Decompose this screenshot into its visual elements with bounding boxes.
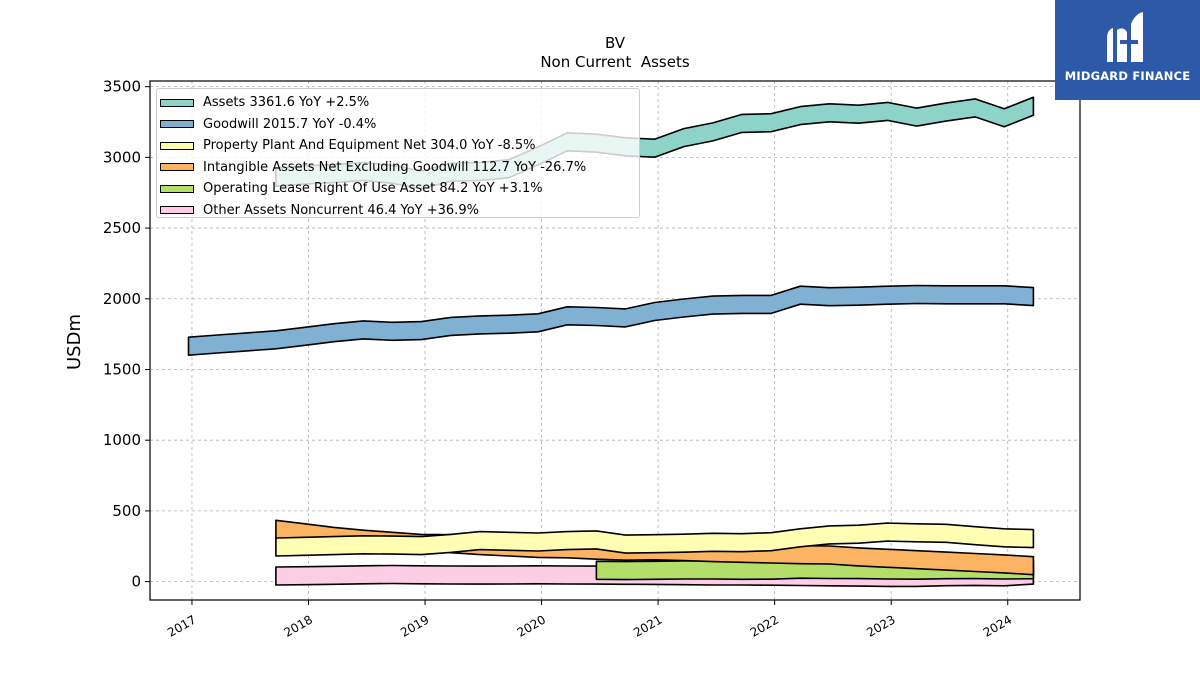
legend-label: Other Assets Noncurrent 46.4 YoY +36.9%	[203, 202, 479, 218]
legend-label: Assets 3361.6 YoY +2.5%	[203, 95, 370, 111]
x-tick-label: 2018	[282, 612, 315, 639]
legend-swatch	[160, 120, 194, 129]
x-tick-label: 2020	[515, 612, 548, 639]
x-tick-label: 2019	[398, 612, 431, 639]
legend-swatch	[160, 184, 194, 193]
y-tick-label: 1500	[103, 360, 141, 378]
legend-item: Property Plant And Equipment Net 304.0 Y…	[157, 135, 639, 157]
x-tick-label: 2021	[631, 612, 664, 639]
legend-swatch	[160, 98, 194, 107]
y-tick-label: 3500	[103, 78, 141, 96]
series-band	[275, 522, 1035, 557]
y-tick-label: 0	[131, 573, 141, 591]
series-band	[187, 284, 1035, 357]
chart-subtitle: Non Current Assets	[540, 53, 690, 71]
plot-frame	[149, 80, 1081, 601]
legend-item: Operating Lease Right Of Use Asset 84.2 …	[157, 178, 639, 200]
y-tick-label: 2000	[103, 290, 141, 308]
legend-swatch	[160, 163, 194, 172]
chart-title: BV	[605, 34, 626, 52]
x-tick-label: 2017	[165, 612, 198, 639]
x-tick-label: 2022	[748, 612, 781, 639]
legend-label: Goodwill 2015.7 YoY -0.4%	[203, 116, 377, 132]
legend-swatch	[160, 141, 194, 150]
x-tick-label: 2023	[864, 612, 897, 639]
legend-label: Property Plant And Equipment Net 304.0 Y…	[203, 138, 536, 154]
midgard-finance-logo: MIDGARD FINANCE	[1055, 0, 1200, 100]
y-tick-label: 500	[112, 502, 141, 520]
y-tick-label: 2500	[103, 219, 141, 237]
legend: Assets 3361.6 YoY +2.5% Goodwill 2015.7 …	[156, 88, 640, 218]
legend-item: Other Assets Noncurrent 46.4 YoY +36.9%	[157, 200, 639, 222]
y-tick-label: 3000	[103, 148, 141, 166]
logo-mark-icon	[1107, 12, 1143, 62]
logo-text: MIDGARD FINANCE	[1064, 69, 1191, 83]
legend-label: Operating Lease Right Of Use Asset 84.2 …	[203, 181, 543, 197]
y-tick-label: 1000	[103, 431, 141, 449]
y-axis-label: USDm	[64, 314, 85, 370]
legend-item: Goodwill 2015.7 YoY -0.4%	[157, 114, 639, 136]
x-tick-label: 2024	[981, 612, 1014, 639]
legend-item: Assets 3361.6 YoY +2.5%	[157, 92, 639, 114]
legend-label: Intangible Assets Net Excluding Goodwill…	[203, 159, 587, 175]
legend-item: Intangible Assets Net Excluding Goodwill…	[157, 157, 639, 179]
legend-swatch	[160, 206, 194, 215]
